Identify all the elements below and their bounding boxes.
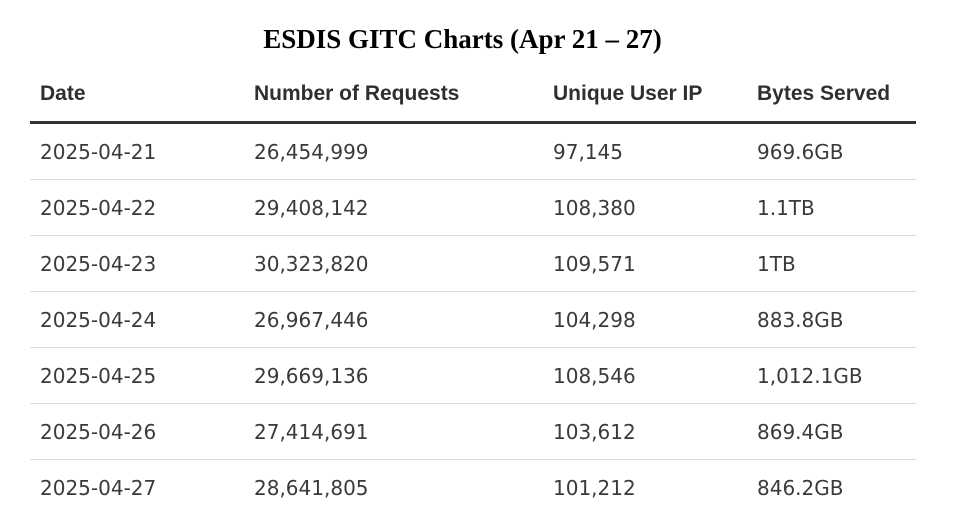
- cell-unique-ip: 108,546: [543, 347, 747, 404]
- cell-requests: 26,967,446: [244, 291, 543, 348]
- cell-requests: 29,669,136: [244, 347, 543, 404]
- cell-unique-ip: 103,612: [543, 403, 747, 460]
- cell-unique-ip: 97,145: [543, 122, 747, 180]
- column-header-unique-ip[interactable]: Unique User IP: [543, 66, 747, 124]
- cell-bytes: 1,012.1GB: [747, 347, 916, 404]
- table-row: 2025-04-24 26,967,446 104,298 883.8GB: [30, 291, 916, 348]
- cell-date: 2025-04-24: [30, 291, 244, 348]
- cell-bytes: 969.6GB: [747, 122, 916, 180]
- table-header-row: Date Number of Requests Unique User IP B…: [30, 66, 916, 124]
- cell-requests: 28,641,805: [254, 475, 369, 500]
- cell-date: 2025-04-22: [30, 179, 244, 236]
- column-header-bytes[interactable]: Bytes Served: [747, 66, 916, 124]
- cell-date: 2025-04-21: [30, 122, 244, 180]
- cell-bytes: 846.2GB: [757, 475, 844, 500]
- column-header-requests[interactable]: Number of Requests: [244, 66, 543, 124]
- column-header-date[interactable]: Date: [30, 66, 244, 124]
- table-row: 2025-04-26 27,414,691 103,612 869.4GB: [30, 403, 916, 460]
- cell-bytes: 883.8GB: [747, 291, 916, 348]
- table-row: 2025-04-21 26,454,999 97,145 969.6GB: [30, 122, 916, 180]
- cell-date: 2025-04-25: [30, 347, 244, 404]
- table-row: 2025-04-27 28,641,805 101,212 846.2GB: [30, 460, 916, 516]
- cell-unique-ip: 108,380: [543, 179, 747, 236]
- cell-date: 2025-04-27: [40, 475, 157, 500]
- cell-bytes: 869.4GB: [747, 403, 916, 460]
- cell-unique-ip: 109,571: [543, 235, 747, 292]
- cell-date: 2025-04-23: [30, 235, 244, 292]
- table-row: 2025-04-22 29,408,142 108,380 1.1TB: [30, 179, 916, 236]
- stats-table: Date Number of Requests Unique User IP B…: [30, 66, 916, 515]
- cell-requests: 27,414,691: [244, 403, 543, 460]
- cell-bytes: 1TB: [747, 235, 916, 292]
- table-row: 2025-04-25 29,669,136 108,546 1,012.1GB: [30, 347, 916, 404]
- cell-date: 2025-04-26: [30, 403, 244, 460]
- cell-requests: 29,408,142: [244, 179, 543, 236]
- page-title: ESDIS GITC Charts (Apr 21 – 27): [263, 24, 662, 54]
- cell-requests: 26,454,999: [244, 122, 543, 180]
- cell-unique-ip: 104,298: [543, 291, 747, 348]
- table-row: 2025-04-23 30,323,820 109,571 1TB: [30, 235, 916, 292]
- cell-requests: 30,323,820: [244, 235, 543, 292]
- cell-unique-ip: 101,212: [553, 475, 636, 500]
- cell-bytes: 1.1TB: [747, 179, 916, 236]
